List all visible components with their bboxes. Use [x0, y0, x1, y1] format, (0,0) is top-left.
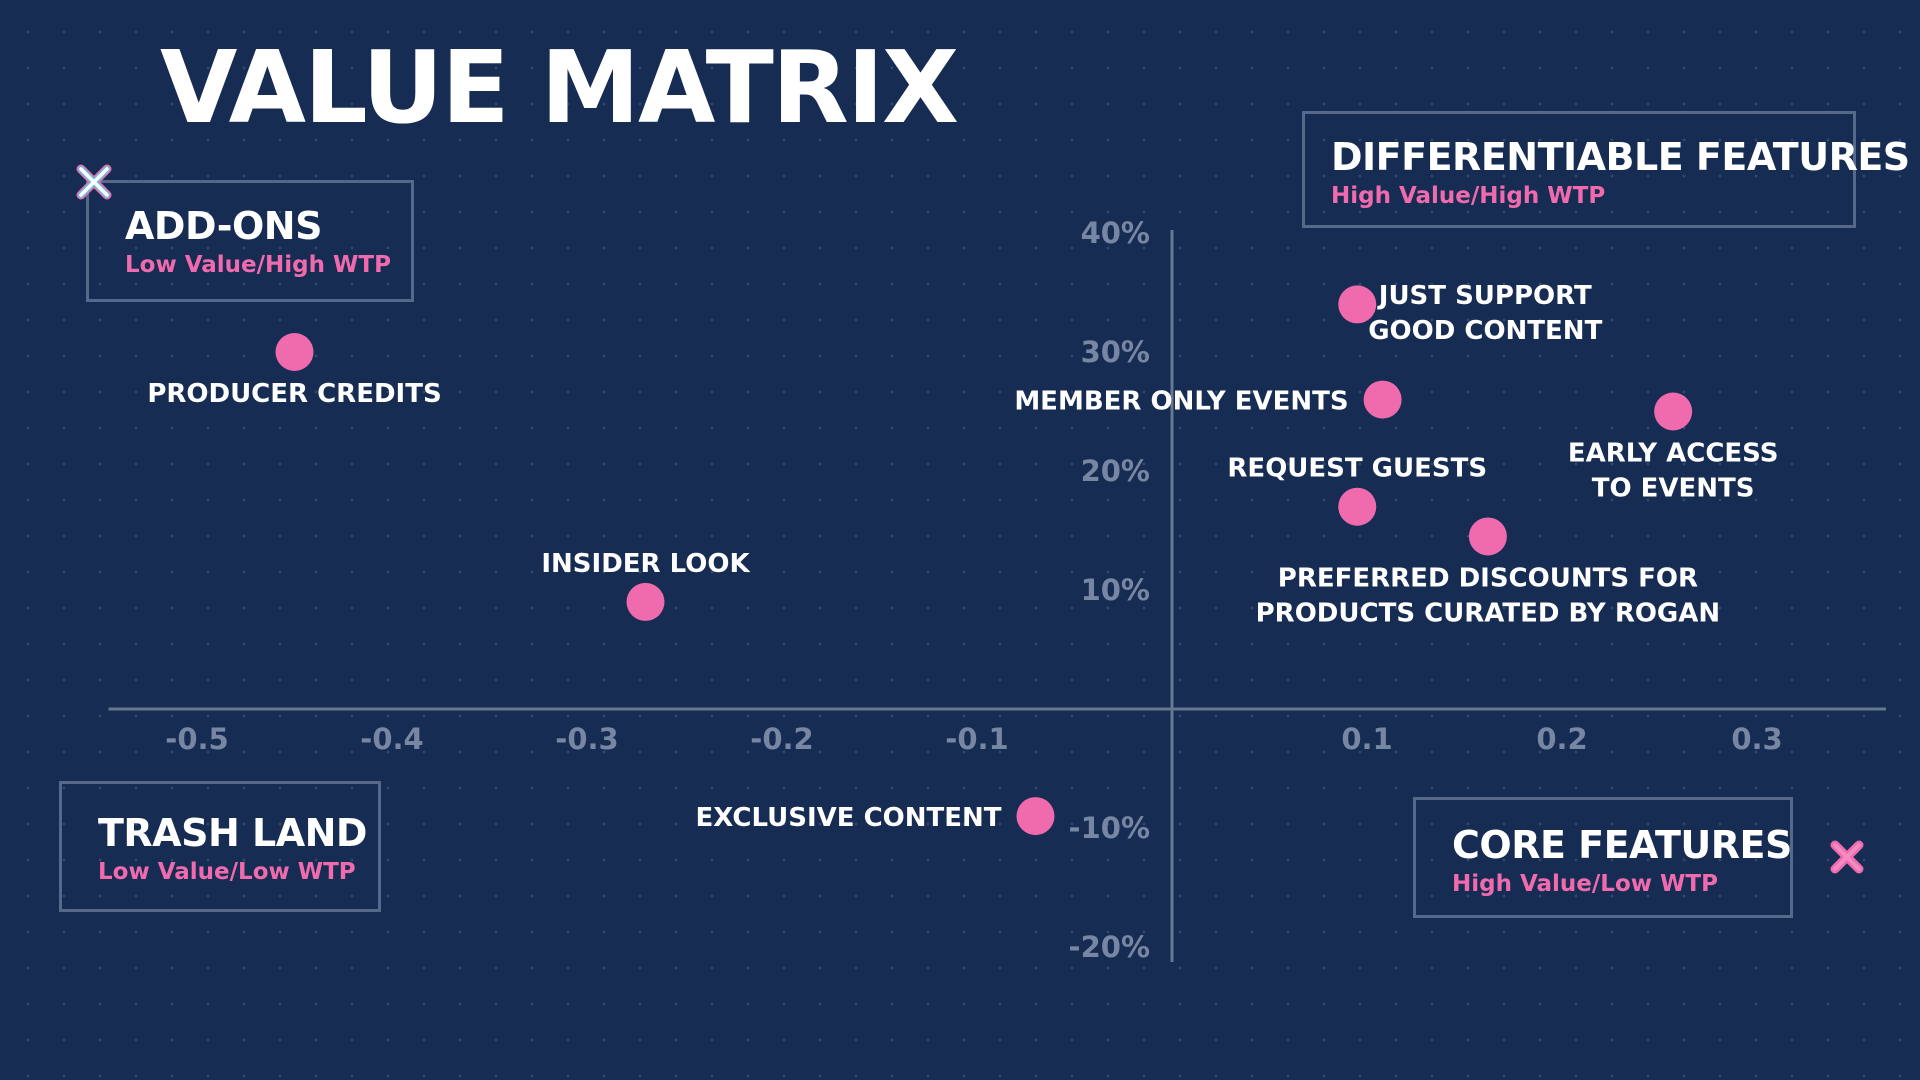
data-point-marker	[1338, 285, 1377, 324]
x-tick-label: 0.1	[1341, 722, 1392, 756]
quadrant-add-ons: ADD-ONS Low Value/High WTP	[86, 180, 414, 302]
quadrant-subtitle: Low Value/Low WTP	[98, 858, 356, 885]
y-tick-label: -20%	[1069, 930, 1150, 964]
page-title: VALUE MATRIX	[160, 29, 959, 146]
data-point-marker	[626, 582, 665, 621]
data-point-label: TO EVENTS	[1592, 474, 1755, 504]
y-tick-label: 10%	[1081, 573, 1150, 607]
data-point-marker	[1338, 487, 1377, 526]
data-point: EARLY ACCESS TO EVENTS	[1568, 392, 1779, 504]
data-point: EXCLUSIVE CONTENT	[696, 797, 1055, 836]
data-point-label: EARLY ACCESS	[1568, 439, 1779, 469]
x-tick-label: -0.1	[945, 722, 1008, 756]
quadrant-subtitle: Low Value/High WTP	[125, 251, 391, 278]
data-point: REQUEST GUESTS	[1227, 454, 1487, 526]
data-point: PREFERRED DISCOUNTS FOR PRODUCTS CURATED …	[1256, 517, 1721, 628]
data-point-label: PRODUCTS CURATED BY ROGAN	[1256, 598, 1721, 628]
data-point-marker	[275, 333, 314, 371]
quadrant-title: TRASH LAND	[98, 811, 367, 855]
x-tick-label: 0.3	[1731, 722, 1782, 756]
data-point: PRODUCER CREDITS	[147, 333, 442, 409]
data-point-label: GOOD CONTENT	[1368, 316, 1602, 346]
quadrant-differentiable-features: DIFFERENTIABLE FEATURES High Value/High …	[1302, 111, 1910, 228]
quadrant-title: CORE FEATURES	[1452, 823, 1792, 867]
data-point-label: JUST SUPPORT	[1377, 281, 1592, 311]
quadrant-title: DIFFERENTIABLE FEATURES	[1331, 135, 1910, 179]
data-point-label: PRODUCER CREDITS	[147, 379, 441, 409]
quadrant-subtitle: High Value/Low WTP	[1452, 870, 1718, 897]
data-point-marker	[1016, 797, 1055, 836]
close-icon	[76, 164, 112, 200]
data-point-marker	[1468, 517, 1507, 556]
quadrant-trash-land: TRASH LAND Low Value/Low WTP	[59, 781, 381, 912]
y-tick-label: 40%	[1081, 216, 1150, 250]
quadrant-core-features: CORE FEATURES High Value/Low WTP	[1413, 797, 1793, 918]
data-point-label: MEMBER ONLY EVENTS	[1014, 387, 1348, 417]
x-tick-label: -0.5	[165, 722, 228, 756]
data-point: JUST SUPPORT GOOD CONTENT	[1338, 281, 1603, 346]
x-tick-label: -0.2	[750, 722, 813, 756]
y-tick-label: 30%	[1081, 335, 1150, 369]
quadrant-subtitle: High Value/High WTP	[1331, 182, 1606, 209]
close-icon	[1830, 840, 1864, 874]
data-point: MEMBER ONLY EVENTS	[1014, 380, 1402, 419]
quadrant-title: ADD-ONS	[125, 204, 322, 248]
x-tick-label: -0.3	[555, 722, 618, 756]
data-point-label: REQUEST GUESTS	[1227, 454, 1487, 484]
data-point-label: INSIDER LOOK	[541, 549, 750, 579]
data-point-marker	[1654, 392, 1693, 431]
x-tick-label: -0.4	[360, 722, 423, 756]
y-tick-label: 20%	[1081, 454, 1150, 488]
data-point: INSIDER LOOK	[541, 549, 750, 621]
data-point-label: PREFERRED DISCOUNTS FOR	[1278, 563, 1698, 593]
data-point-marker	[1363, 380, 1402, 419]
y-tick-label: -10%	[1069, 811, 1150, 845]
data-point-label: EXCLUSIVE CONTENT	[696, 803, 1002, 833]
x-tick-label: 0.2	[1536, 722, 1587, 756]
